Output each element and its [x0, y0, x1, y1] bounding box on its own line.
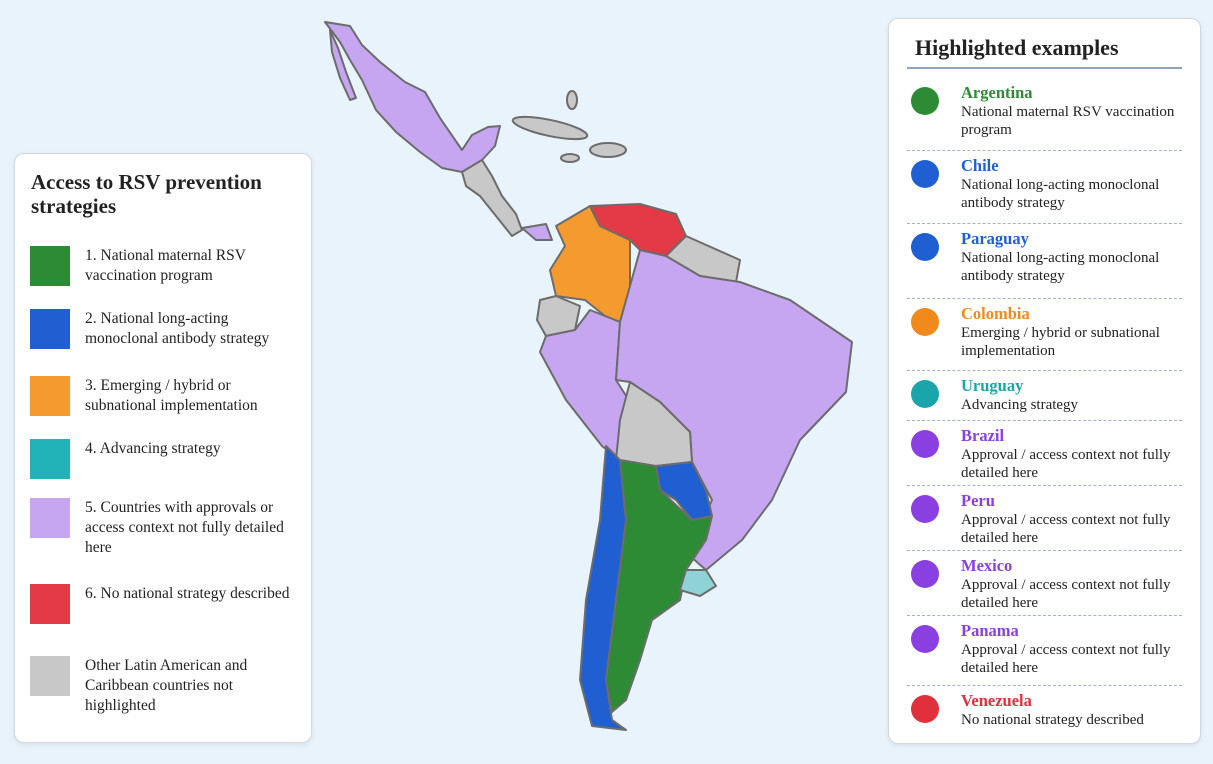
separator — [907, 485, 1182, 486]
legend-label: 3. Emerging / hybrid or subnational impl… — [85, 377, 258, 414]
example-name: Argentina — [961, 83, 1033, 102]
title-rule — [907, 67, 1182, 69]
example-description: National maternal RSV vaccination progra… — [961, 104, 1175, 138]
peru — [539, 309, 631, 461]
legend-title: Access to RSV prevention strategies — [31, 170, 262, 218]
separator — [907, 420, 1182, 421]
separator — [907, 615, 1182, 616]
bahamas — [566, 90, 578, 110]
legend-swatch — [30, 309, 70, 349]
example-description: Emerging / hybrid or subnational impleme… — [961, 325, 1160, 359]
legend-swatch — [30, 498, 70, 538]
example-name: Mexico — [961, 556, 1013, 575]
legend-swatch — [30, 376, 70, 416]
example-name: Brazil — [961, 426, 1005, 445]
example-dot — [911, 695, 939, 723]
separator — [907, 223, 1182, 224]
separator — [907, 550, 1182, 551]
legend-swatch — [30, 656, 70, 696]
panama — [521, 223, 553, 241]
legend-label: 1. National maternal RSV vaccination pro… — [85, 247, 246, 284]
legend-swatch — [30, 246, 70, 286]
example-dot — [911, 430, 939, 458]
example-name: Venezuela — [961, 691, 1032, 710]
example-description: National long-acting monoclonal antibody… — [961, 177, 1160, 211]
example-name: Panama — [961, 621, 1019, 640]
example-description: No national strategy described — [961, 712, 1144, 728]
legend-swatch — [30, 439, 70, 479]
separator — [907, 298, 1182, 299]
example-dot — [911, 625, 939, 653]
example-dot — [911, 380, 939, 408]
examples-title: Highlighted examples — [915, 35, 1119, 60]
example-description: Approval / access context not fully deta… — [961, 642, 1171, 676]
separator — [907, 150, 1182, 151]
legend-label: Other Latin American and Caribbean count… — [85, 657, 248, 714]
example-name: Paraguay — [961, 229, 1029, 248]
legend-swatch — [30, 584, 70, 624]
example-description: National long-acting monoclonal antibody… — [961, 250, 1160, 284]
example-dot — [911, 495, 939, 523]
legend-label: 4. Advancing strategy — [85, 440, 221, 457]
argentina — [605, 459, 713, 713]
example-dot — [911, 233, 939, 261]
example-dot — [911, 308, 939, 336]
example-description: Approval / access context not fully deta… — [961, 512, 1171, 546]
hispaniola — [589, 142, 627, 158]
legend-label: 6. No national strategy described — [85, 585, 290, 602]
jamaica — [560, 153, 580, 163]
example-name: Colombia — [961, 304, 1030, 323]
example-name: Uruguay — [961, 376, 1024, 395]
example-name: Chile — [961, 156, 999, 175]
example-description: Approval / access context not fully deta… — [961, 447, 1171, 481]
baja — [329, 29, 357, 101]
example-name: Peru — [961, 491, 995, 510]
cuba — [511, 115, 589, 141]
example-description: Advancing strategy — [961, 397, 1079, 413]
separator — [907, 370, 1182, 371]
uruguay — [679, 569, 717, 597]
legend-panel: Access to RSV prevention strategies 1. N… — [14, 153, 312, 743]
central-america — [461, 159, 523, 237]
example-description: Approval / access context not fully deta… — [961, 577, 1171, 611]
separator — [907, 685, 1182, 686]
examples-panel: Highlighted examples Argentina National m… — [888, 18, 1201, 744]
example-dot — [911, 160, 939, 188]
legend-label: 5. Countries with approvals or access co… — [85, 499, 284, 556]
example-dot — [911, 87, 939, 115]
legend-label: 2. National long-acting monoclonal antib… — [85, 310, 270, 347]
mexico — [324, 21, 501, 173]
example-dot — [911, 560, 939, 588]
